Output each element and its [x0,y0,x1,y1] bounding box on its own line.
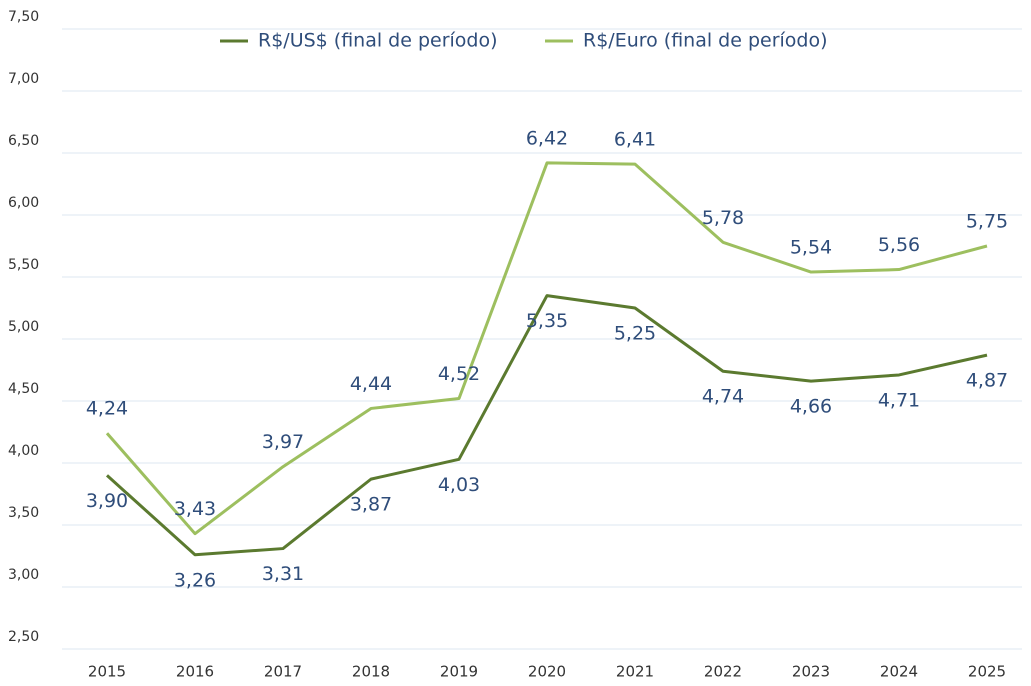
x-tick-label: 2020 [528,663,566,681]
data-label: 5,25 [614,323,656,345]
data-label: 4,87 [966,370,1008,392]
y-tick-label: 3,50 [8,505,39,521]
data-label: 5,54 [790,237,832,259]
data-label: 3,26 [174,569,216,591]
data-label: 6,42 [526,127,568,149]
data-label: 4,24 [86,398,128,420]
y-tick-label: 5,50 [8,257,39,273]
series-line [105,161,988,536]
data-label: 3,97 [262,431,304,453]
x-tick-label: 2022 [704,663,742,681]
y-tick-label: 2,50 [8,629,39,645]
x-tick-label: 2018 [352,663,390,681]
y-tick-label: 6,00 [8,195,39,211]
x-tick-label: 2023 [792,663,830,681]
x-tick-label: 2024 [880,663,918,681]
data-label: 4,66 [790,396,832,418]
data-label: 4,74 [702,386,744,408]
x-tick-label: 2016 [176,663,214,681]
y-tick-label: 5,00 [8,319,39,335]
y-tick-label: 7,00 [8,71,39,87]
data-label: 3,90 [86,490,128,512]
data-label: 3,87 [350,494,392,516]
x-tick-label: 2025 [968,663,1006,681]
data-label: 3,31 [262,563,304,585]
legend-label: R$/Euro (final de período) [583,30,828,52]
data-label: 4,44 [350,373,392,395]
data-label: 4,03 [438,474,480,496]
y-tick-label: 3,00 [8,567,39,583]
x-tick-label: 2015 [88,663,126,681]
y-tick-label: 7,50 [8,9,39,25]
data-label: 4,52 [438,363,480,385]
data-label: 4,71 [878,389,920,411]
y-tick-label: 6,50 [8,133,39,149]
data-label: 5,75 [966,211,1008,233]
x-tick-label: 2017 [264,663,302,681]
data-label: 6,41 [614,129,656,151]
y-tick-label: 4,50 [8,381,39,397]
data-label: 5,78 [702,207,744,229]
data-label: 3,43 [174,498,216,520]
x-tick-label: 2021 [616,663,654,681]
series-line [105,294,988,557]
data-label: 5,56 [878,234,920,256]
legend-label: R$/US$ (final de período) [258,30,498,52]
data-label: 5,35 [526,310,568,332]
y-tick-label: 4,00 [8,443,39,459]
x-tick-label: 2019 [440,663,478,681]
